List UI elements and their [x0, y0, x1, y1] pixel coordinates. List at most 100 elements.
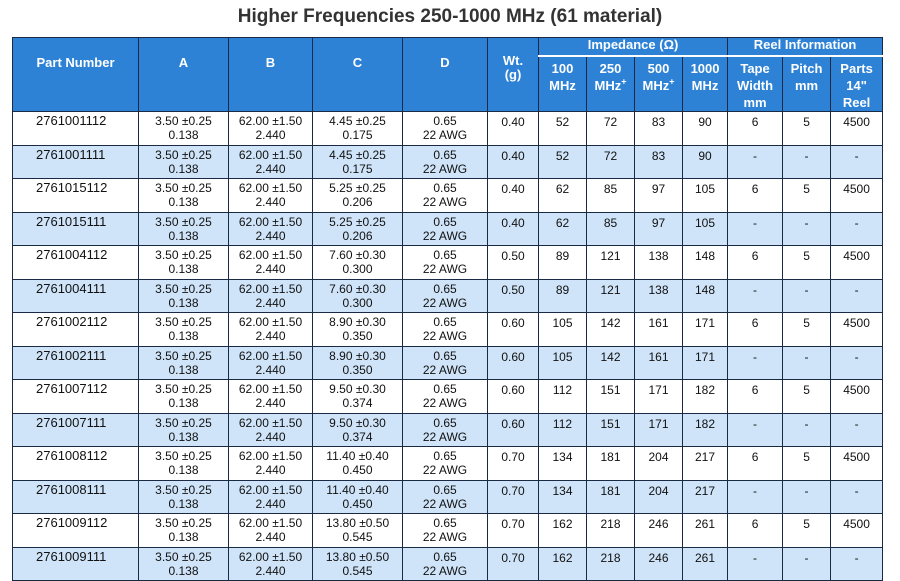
cell-line: 0.65: [433, 248, 457, 262]
cell: 62.00 ±1.50 2.440: [228, 479, 313, 514]
cell-line: 13.80 ±0.50: [325, 549, 390, 564]
cell-line: 22 AWG: [422, 463, 468, 477]
header-line: Pitch: [790, 61, 823, 76]
cell: 4500: [830, 379, 884, 414]
cell: 148: [681, 245, 729, 280]
cell: 6: [727, 446, 784, 481]
cell-line: 0.206: [342, 195, 373, 209]
cell: 62: [538, 178, 587, 213]
cell: 62.00 ±1.50 2.440: [228, 278, 313, 313]
cell-line: 8.90 ±0.30: [329, 348, 386, 363]
cell: 0.65 22 AWG: [402, 446, 488, 481]
cell-line: 62.00 ±1.50: [238, 281, 303, 296]
cell-line: 11.40 ±0.40: [326, 449, 389, 463]
cell: 0.60: [487, 312, 539, 347]
cell-line: 22 AWG: [422, 362, 468, 377]
cell: -: [830, 412, 884, 447]
cell: 4500: [830, 312, 884, 347]
spec-table: Part Number A B C D Wt. (g) Impedance (Ω) Reel I…: [12, 37, 884, 581]
cell: 121: [586, 245, 635, 280]
header-line: Width: [737, 78, 774, 93]
cell: 3.50 ±0.25 0.138: [138, 111, 229, 146]
column-header: D: [402, 37, 488, 112]
cell: 217: [681, 479, 729, 514]
cell: 0.60: [487, 345, 539, 380]
cell: 62.00 ±1.50 2.440: [228, 178, 313, 213]
cell-line: 2.440: [255, 463, 286, 477]
cell-line: 0.138: [168, 362, 199, 377]
page: Higher Frequencies 250-1000 MHz (61 mate…: [12, 6, 884, 581]
cell: 261: [681, 546, 729, 581]
cell-line: 62.00 ±1.50: [238, 114, 303, 128]
cell-line: 0.374: [342, 396, 373, 410]
cell: 11.40 ±0.40 0.450: [312, 479, 403, 514]
cell: 181: [586, 446, 635, 481]
cell: 5: [782, 513, 832, 548]
cell: -: [782, 144, 832, 179]
cell: -: [727, 546, 784, 581]
cell: -: [782, 412, 832, 447]
cell: 134: [538, 446, 587, 481]
column-header: A: [138, 37, 229, 112]
cell: 3.50 ±0.25 0.138: [138, 245, 229, 280]
data-row: 2761001112 3.50 ±0.25 0.138 62.00 ±1.50 2.44…: [12, 111, 884, 146]
cell: 6: [727, 513, 784, 548]
cell: 62.00 ±1.50 2.440: [228, 412, 313, 447]
cell: 171: [681, 345, 729, 380]
cell: 161: [634, 345, 683, 380]
cell-line: 8.90 ±0.30: [329, 315, 386, 329]
cell-line: 62.00 ±1.50: [238, 516, 303, 530]
header-line: 250: [599, 61, 622, 76]
cell: 181: [586, 479, 635, 514]
cell: 3.50 ±0.25 0.138: [138, 546, 229, 581]
cell-line: 5.25 ±0.25: [329, 181, 386, 195]
cell: 72: [586, 111, 635, 146]
cell: 261: [681, 513, 729, 548]
cell: 105: [681, 178, 729, 213]
cell-line: 22 AWG: [422, 295, 468, 310]
cell: 90: [681, 144, 729, 179]
cell-line: 62.00 ±1.50: [238, 415, 303, 430]
cell: 0.65 22 AWG: [402, 211, 488, 246]
header-line: Part Number: [36, 55, 115, 70]
cell: 5: [782, 178, 832, 213]
cell: 161: [634, 312, 683, 347]
data-row: 2761009111 3.50 ±0.25 0.138 62.00 ±1.50 2.44…: [12, 546, 884, 581]
cell-line: 0.350: [342, 329, 373, 343]
cell: 105: [538, 312, 587, 347]
cell-line: 62.00 ±1.50: [238, 449, 303, 463]
cell: 3.50 ±0.25 0.138: [138, 412, 229, 447]
cell: 246: [634, 513, 683, 548]
cell: 3.50 ±0.25 0.138: [138, 446, 229, 481]
cell-line: 3.50 ±0.25: [155, 482, 212, 497]
data-row: 2761007111 3.50 ±0.25 0.138 62.00 ±1.50 2.44…: [12, 412, 884, 447]
cell: 112: [538, 412, 587, 447]
cell: 3.50 ±0.25 0.138: [138, 379, 229, 414]
cell: 62.00 ±1.50 2.440: [228, 345, 313, 380]
cell: 8.90 ±0.30 0.350: [312, 312, 403, 347]
cell: 5.25 ±0.25 0.206: [312, 178, 403, 213]
data-row: 2761009112 3.50 ±0.25 0.138 62.00 ±1.50 2.44…: [12, 513, 884, 548]
cell-line: 2.440: [255, 396, 286, 410]
column-header: B: [228, 37, 313, 112]
cell: 0.65 22 AWG: [402, 278, 488, 313]
cell-line: 0.65: [433, 516, 457, 530]
header-line: mm: [794, 78, 819, 93]
cell-line: 7.60 ±0.30: [329, 281, 386, 296]
cell-line: 0.138: [168, 295, 199, 310]
cell: 0.40: [487, 211, 539, 246]
cell: 0.65 22 AWG: [402, 178, 488, 213]
cell: 6: [727, 111, 784, 146]
cell: -: [830, 479, 884, 514]
cell-line: 22 AWG: [422, 228, 468, 243]
cell: 3.50 ±0.25 0.138: [138, 513, 229, 548]
cell-line: 0.175: [342, 161, 373, 176]
cell: 5: [782, 379, 832, 414]
cell-line: 0.65: [433, 214, 457, 229]
header-line: mm: [743, 95, 767, 110]
cell: -: [830, 144, 884, 179]
part-number: 2761007112: [12, 379, 139, 414]
header-line: 1000: [690, 61, 720, 76]
column-header: Part Number: [12, 37, 139, 112]
cell-line: 62.00 ±1.50: [238, 147, 303, 162]
